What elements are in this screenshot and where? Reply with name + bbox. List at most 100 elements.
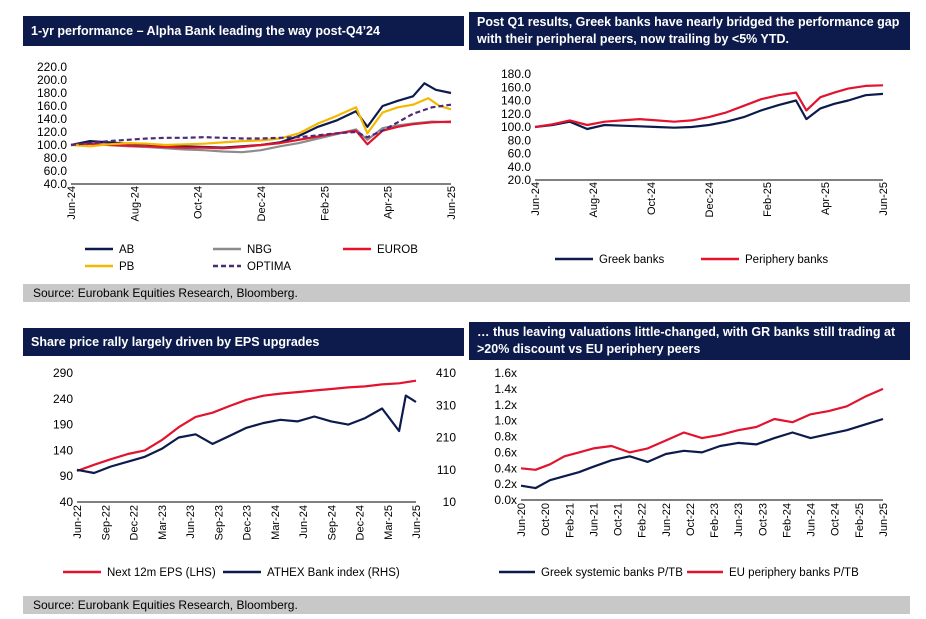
panel-title-3: Share price rally largely driven by EPS … bbox=[23, 328, 464, 356]
panel-title-1: 1-yr performance – Alpha Bank leading th… bbox=[23, 16, 464, 46]
x-tick-label: Oct-22 bbox=[685, 503, 697, 536]
x-tick-label: Oct-21 bbox=[613, 503, 625, 536]
x-tick-label: Jun-25 bbox=[878, 182, 890, 216]
y-tick-label-right: 110 bbox=[437, 463, 456, 477]
source-note-top: Source: Eurobank Equities Research, Bloo… bbox=[23, 284, 910, 302]
legend-label: EU periphery banks P/TB bbox=[729, 567, 859, 579]
x-tick-label: Jun-20 bbox=[516, 503, 528, 537]
y-tick-label: 0.0x bbox=[494, 493, 517, 507]
series-line-next-12m-eps-lhs- bbox=[76, 379, 417, 473]
x-tick-label: Dec-24 bbox=[355, 505, 367, 540]
chart-1yr-performance: 220.0200.0180.0160.0140.0120.0100.080.06… bbox=[37, 60, 458, 273]
x-tick-label: Feb-23 bbox=[709, 503, 721, 538]
chart-greek-vs-periphery: 180.0160.0140.0120.0100.080.060.040.020.… bbox=[501, 67, 890, 266]
y-tick-label: 180.0 bbox=[501, 67, 531, 81]
chart-valuations-ptb: 1.6x1.4x1.2x1.0x0.8x0.6x0.4x0.2x0.0xJun-… bbox=[494, 366, 890, 579]
y-tick-label: 0.8x bbox=[494, 430, 517, 444]
y-tick-label: 0.6x bbox=[494, 445, 517, 459]
series-line-optima bbox=[70, 103, 452, 147]
x-tick-label: Jun-23 bbox=[733, 503, 745, 537]
legend-label: Periphery banks bbox=[745, 254, 828, 266]
x-tick-label: Feb-25 bbox=[319, 186, 331, 221]
x-tick-label: Jun-25 bbox=[878, 503, 890, 537]
panel-title-2: Post Q1 results, Greek banks have nearly… bbox=[469, 12, 910, 50]
x-tick-label: Apr-25 bbox=[820, 182, 832, 215]
y-tick-label: 1.4x bbox=[494, 382, 517, 396]
y-tick-label-right: 310 bbox=[436, 398, 456, 412]
series-line-periphery-banks bbox=[534, 84, 884, 129]
x-tick-label: Dec-23 bbox=[242, 505, 254, 540]
x-tick-label: Aug-24 bbox=[588, 182, 600, 217]
y-tick-label: 60.0 bbox=[44, 164, 68, 178]
legend-label: EUROB bbox=[377, 244, 418, 256]
x-tick-label: Sep-23 bbox=[213, 505, 225, 540]
x-tick-label: Oct-24 bbox=[646, 182, 658, 215]
chart-eps-vs-index: 290 240 190 140 90 40 410 310 210 110 10 Jun-22 Sep-… bbox=[53, 366, 457, 579]
y-tick-label-right: 10 bbox=[443, 495, 457, 509]
x-tick-label: Mar-24 bbox=[270, 505, 282, 540]
y-tick-label: 120.0 bbox=[37, 125, 67, 139]
x-tick-label: Mar-23 bbox=[157, 505, 169, 540]
y-tick-label: 180.0 bbox=[37, 86, 67, 100]
source-note-bottom: Source: Eurobank Equities Research, Bloo… bbox=[23, 596, 910, 614]
y-tick-label: 1.6x bbox=[494, 366, 517, 380]
y-tick-label: 120.0 bbox=[501, 107, 531, 121]
y-tick-label: 140.0 bbox=[37, 112, 67, 126]
y-tick-label: 90 bbox=[60, 469, 74, 483]
y-tick-label: 40.0 bbox=[44, 177, 68, 191]
legend-label: Greek systemic banks P/TB bbox=[541, 567, 683, 579]
series-line-athex-bank-index-rhs- bbox=[76, 394, 417, 475]
x-tick-label: Feb-24 bbox=[781, 503, 793, 538]
y-tick-label-right: 410 bbox=[436, 366, 456, 380]
x-tick-label: Dec-24 bbox=[704, 182, 716, 217]
x-tick-label: Oct-20 bbox=[540, 503, 552, 536]
x-tick-label: Feb-25 bbox=[854, 503, 866, 538]
x-tick-label: Jun-24 bbox=[530, 182, 542, 216]
x-tick-label: Jun-23 bbox=[185, 505, 197, 539]
x-tick-label: Sep-24 bbox=[326, 505, 338, 540]
y-tick-label: 60.0 bbox=[508, 147, 532, 161]
y-tick-label: 0.2x bbox=[494, 477, 517, 491]
y-tick-label: 80.0 bbox=[44, 151, 68, 165]
y-tick-label: 290 bbox=[53, 366, 73, 380]
y-tick-label: 220.0 bbox=[37, 60, 67, 74]
y-tick-label: 100.0 bbox=[501, 120, 531, 134]
panel-title-4: … thus leaving valuations little-changed… bbox=[469, 322, 910, 360]
legend-label: OPTIMA bbox=[247, 261, 291, 273]
series-line-eu-periphery-banks-p-tb bbox=[520, 387, 884, 471]
series-line-eurob bbox=[70, 120, 452, 150]
series-line-ab bbox=[70, 82, 452, 149]
y-tick-label: 190 bbox=[53, 418, 73, 432]
y-tick-label: 40.0 bbox=[508, 160, 532, 174]
y-tick-label: 40 bbox=[60, 495, 74, 509]
x-tick-label: Jun-24 bbox=[298, 505, 310, 539]
legend-label: NBG bbox=[247, 244, 272, 256]
y-tick-label: 140.0 bbox=[501, 94, 531, 108]
x-tick-label: Jun-25 bbox=[411, 505, 423, 539]
y-tick-label: 20.0 bbox=[508, 173, 532, 187]
y-tick-label: 0.4x bbox=[494, 461, 517, 475]
legend-label: PB bbox=[119, 261, 135, 273]
x-tick-label: Oct-23 bbox=[757, 503, 769, 536]
x-tick-label: Dec-22 bbox=[129, 505, 141, 540]
x-tick-label: Jun-25 bbox=[446, 186, 458, 220]
x-tick-label: Oct-24 bbox=[830, 503, 842, 536]
series-line-greek-systemic-banks-p-tb bbox=[520, 417, 884, 490]
x-tick-label: Jun-24 bbox=[806, 503, 818, 537]
x-tick-label: Dec-24 bbox=[256, 186, 268, 221]
y-tick-label-right: 210 bbox=[436, 431, 456, 445]
x-tick-label: Sep-22 bbox=[100, 505, 112, 540]
y-tick-label: 1.2x bbox=[494, 398, 517, 412]
y-tick-label: 1.0x bbox=[494, 414, 517, 428]
x-tick-label: Aug-24 bbox=[129, 186, 141, 221]
y-tick-label: 140 bbox=[53, 443, 73, 457]
legend-label: Greek banks bbox=[599, 254, 664, 266]
series-line-greek-banks bbox=[534, 92, 884, 131]
y-tick-label: 240 bbox=[53, 392, 73, 406]
legend-label: AB bbox=[119, 244, 135, 256]
x-tick-label: Jun-24 bbox=[66, 186, 78, 220]
x-tick-label: Apr-25 bbox=[383, 186, 395, 219]
series-line-nbg bbox=[70, 120, 452, 154]
legend-label: ATHEX Bank index (RHS) bbox=[267, 567, 400, 579]
x-tick-label: Mar-25 bbox=[383, 505, 395, 540]
